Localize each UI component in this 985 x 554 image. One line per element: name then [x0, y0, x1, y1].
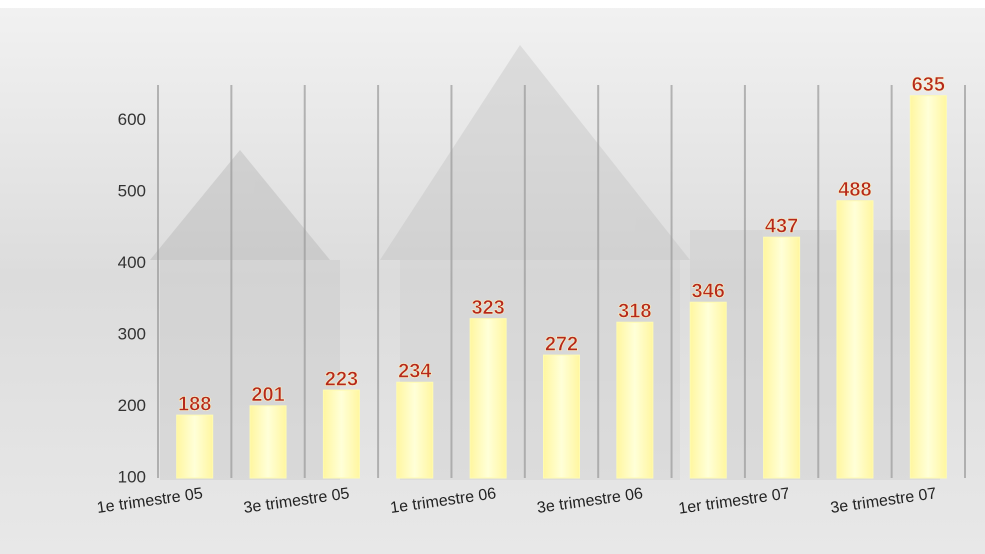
bar [836, 200, 874, 479]
y-tick-label: 400 [118, 253, 146, 272]
value-label: 437 [765, 215, 798, 237]
bar [176, 414, 214, 479]
bar [689, 301, 727, 479]
bar [249, 405, 287, 479]
bar [763, 236, 801, 479]
value-label: 318 [618, 301, 651, 323]
y-tick-label: 200 [118, 396, 146, 415]
house-photo [150, 45, 940, 480]
y-tick-label: 300 [118, 325, 146, 344]
top-strip [0, 0, 985, 8]
value-label: 223 [325, 368, 358, 390]
value-label: 323 [471, 297, 504, 319]
bar [909, 95, 947, 479]
y-tick-label: 500 [118, 182, 146, 201]
value-label: 635 [912, 74, 945, 96]
bar [322, 389, 360, 479]
y-tick-label: 100 [118, 467, 146, 486]
value-label: 188 [178, 393, 211, 415]
value-label: 272 [545, 333, 578, 355]
value-label: 201 [251, 384, 284, 406]
value-label: 488 [838, 179, 871, 201]
bar [616, 321, 654, 479]
value-label: 234 [398, 361, 432, 383]
y-tick-label: 600 [118, 110, 146, 129]
bar [396, 381, 434, 479]
value-label: 346 [692, 281, 725, 303]
bar [469, 318, 507, 479]
bar [543, 354, 580, 479]
